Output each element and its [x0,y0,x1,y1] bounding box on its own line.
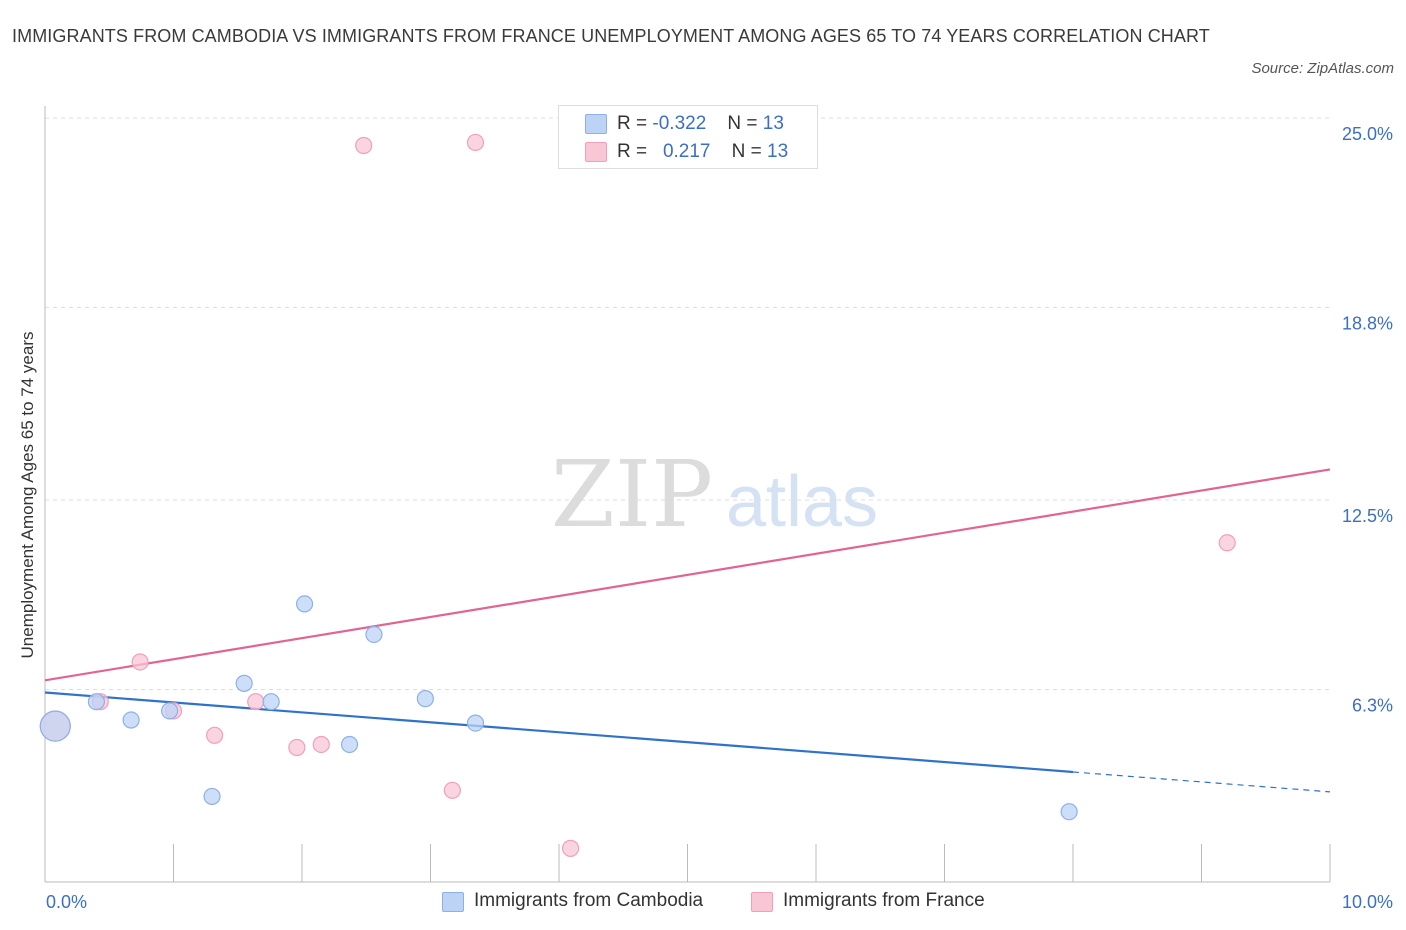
correlation-legend: R = -0.322 N = 13 R = 0.217 N = 13 [558,105,818,169]
cambodia-point [122,711,140,729]
x-tick-label-max: 10.0% [1342,892,1393,912]
france-point [1218,534,1236,552]
france-point [131,653,149,671]
cambodia-point [203,787,221,806]
series-legend: Immigrants from Cambodia Immigrants from… [0,889,1406,915]
n-label: N = [731,141,762,162]
cambodia-point [262,693,280,711]
france-point [206,726,224,744]
cambodia-point [416,690,434,708]
r-label: R = [617,141,648,162]
cambodia-point [161,702,179,720]
gridlines [45,117,1330,690]
r-value-cambodia: -0.322 [652,113,707,134]
trend-line-france [44,468,1331,682]
r-label: R = [617,113,648,134]
y-tick-label: 18.8% [1342,313,1393,333]
cambodia-point [365,625,383,644]
y-tick-label: 6.3% [1352,695,1393,715]
france-legend-swatch [751,892,773,912]
watermark: ZIP atlas [551,441,878,548]
cambodia-point [1060,803,1078,821]
n-label: N = [727,113,758,134]
y-tick-label: 12.5% [1342,506,1393,526]
legend-label-france: Immigrants from France [783,890,985,911]
source-credit: Source: ZipAtlas.com [1251,60,1394,77]
trend-lines [44,468,1331,793]
n-value-france: 13 [767,141,789,162]
x-tick-label-min: 0.0% [46,892,87,912]
cambodia-point [87,693,106,711]
france-point [466,133,485,152]
axes [44,106,1331,883]
cambodia-point [295,595,314,613]
n-value-cambodia: 13 [762,113,784,134]
cambodia-point [466,714,485,732]
france-point [355,136,373,155]
cambodia-swatch [585,114,607,134]
data-points [39,133,1236,857]
cambodia-point [340,735,359,754]
cambodia-point [235,674,253,692]
france-point [288,738,306,757]
france-point [247,693,265,711]
trend-line-cambodia-extension [1072,771,1331,793]
chart-title: IMMIGRANTS FROM CAMBODIA VS IMMIGRANTS F… [12,26,1210,46]
watermark-zip: ZIP [551,441,713,548]
tick-labels: 6.3% 12.5% 18.8% 25.0% 0.0% 10.0% [46,124,1393,912]
cambodia-point [39,710,71,742]
france-point [312,735,330,754]
legend-label-cambodia: Immigrants from Cambodia [474,890,704,911]
trend-line-cambodia [44,691,1074,774]
y-tick-label: 25.0% [1342,124,1393,144]
france-swatch [585,142,607,162]
r-value-france: 0.217 [662,141,711,162]
france-point [561,839,580,857]
watermark-atlas: atlas [726,462,878,542]
cambodia-legend-swatch [442,892,464,912]
france-point [443,781,461,799]
